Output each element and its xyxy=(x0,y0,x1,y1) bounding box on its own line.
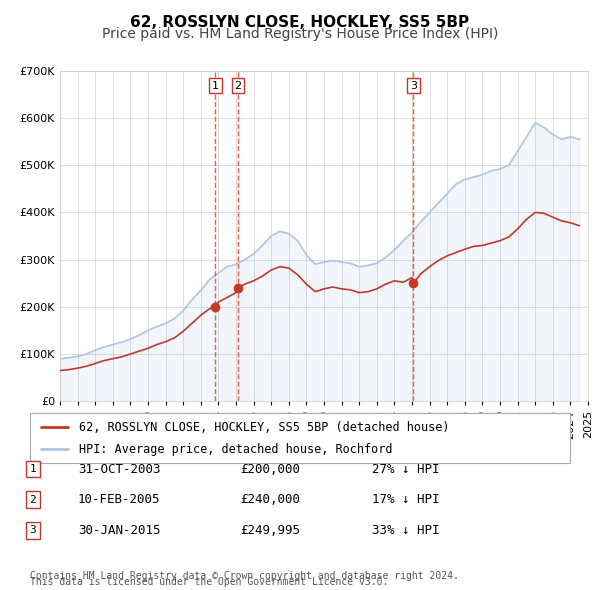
Text: 2: 2 xyxy=(29,495,37,504)
Text: HPI: Average price, detached house, Rochford: HPI: Average price, detached house, Roch… xyxy=(79,442,392,455)
Text: 30-JAN-2015: 30-JAN-2015 xyxy=(78,524,161,537)
Text: 1: 1 xyxy=(29,464,37,474)
Text: 33% ↓ HPI: 33% ↓ HPI xyxy=(372,524,439,537)
Text: 1: 1 xyxy=(212,81,219,91)
Text: Contains HM Land Registry data © Crown copyright and database right 2024.: Contains HM Land Registry data © Crown c… xyxy=(30,571,459,581)
Text: 3: 3 xyxy=(410,81,417,91)
Text: £249,995: £249,995 xyxy=(240,524,300,537)
Text: 17% ↓ HPI: 17% ↓ HPI xyxy=(372,493,439,506)
Text: 62, ROSSLYN CLOSE, HOCKLEY, SS5 5BP: 62, ROSSLYN CLOSE, HOCKLEY, SS5 5BP xyxy=(130,15,470,30)
Text: Price paid vs. HM Land Registry's House Price Index (HPI): Price paid vs. HM Land Registry's House … xyxy=(102,27,498,41)
Text: £200,000: £200,000 xyxy=(240,463,300,476)
Text: 27% ↓ HPI: 27% ↓ HPI xyxy=(372,463,439,476)
Text: £240,000: £240,000 xyxy=(240,493,300,506)
Text: This data is licensed under the Open Government Licence v3.0.: This data is licensed under the Open Gov… xyxy=(30,577,388,587)
Text: 2: 2 xyxy=(235,81,241,91)
Text: 3: 3 xyxy=(29,526,37,535)
Text: 10-FEB-2005: 10-FEB-2005 xyxy=(78,493,161,506)
Text: 62, ROSSLYN CLOSE, HOCKLEY, SS5 5BP (detached house): 62, ROSSLYN CLOSE, HOCKLEY, SS5 5BP (det… xyxy=(79,421,449,434)
Text: 31-OCT-2003: 31-OCT-2003 xyxy=(78,463,161,476)
